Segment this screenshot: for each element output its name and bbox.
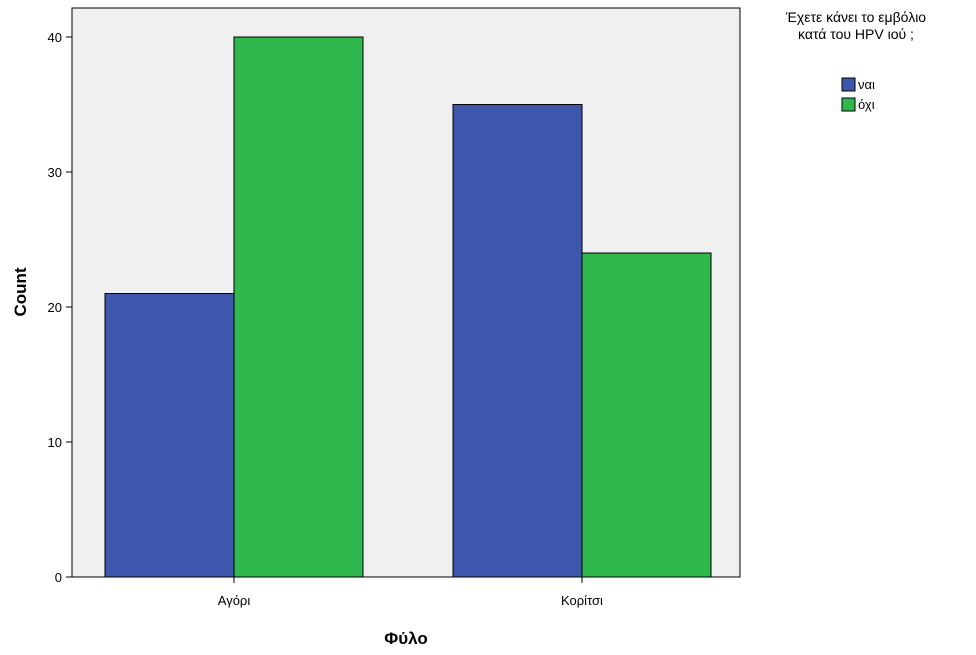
x-tick-label: Κορίτσι — [561, 593, 603, 608]
y-tick-label: 20 — [48, 300, 62, 315]
y-axis-title: Count — [11, 267, 30, 316]
bar-1-2 — [233, 36, 364, 578]
y-tick-label: 40 — [48, 30, 62, 45]
legend-label-1: ναι — [858, 77, 875, 92]
y-tick-label: 30 — [48, 165, 62, 180]
legend-title-line-2: κατά του HPV ιού ; — [798, 26, 914, 42]
x-tick-label: Αγόρι — [218, 593, 251, 608]
bar-2-2 — [581, 252, 712, 578]
x-axis-title: Φύλο — [384, 629, 427, 648]
legend-label-2: όχι — [858, 97, 875, 112]
y-axis-ticks: 0 10 20 30 40 — [48, 30, 72, 585]
legend-title-line-1: Έχετε κάνει το εμβόλιο — [785, 9, 926, 25]
legend: Έχετε κάνει το εμβόλιο κατά του HPV ιού … — [785, 9, 926, 112]
bar-1-1 — [104, 293, 235, 578]
legend-swatch-1 — [841, 77, 856, 92]
legend-swatch-2 — [841, 97, 856, 112]
bar-2-1 — [452, 104, 583, 578]
x-axis-ticks: Αγόρι Κορίτσι — [218, 577, 603, 608]
bars-group — [104, 36, 712, 578]
legend-items: ναι όχι — [841, 77, 875, 112]
y-tick-label: 0 — [55, 570, 62, 585]
y-tick-label: 10 — [48, 435, 62, 450]
